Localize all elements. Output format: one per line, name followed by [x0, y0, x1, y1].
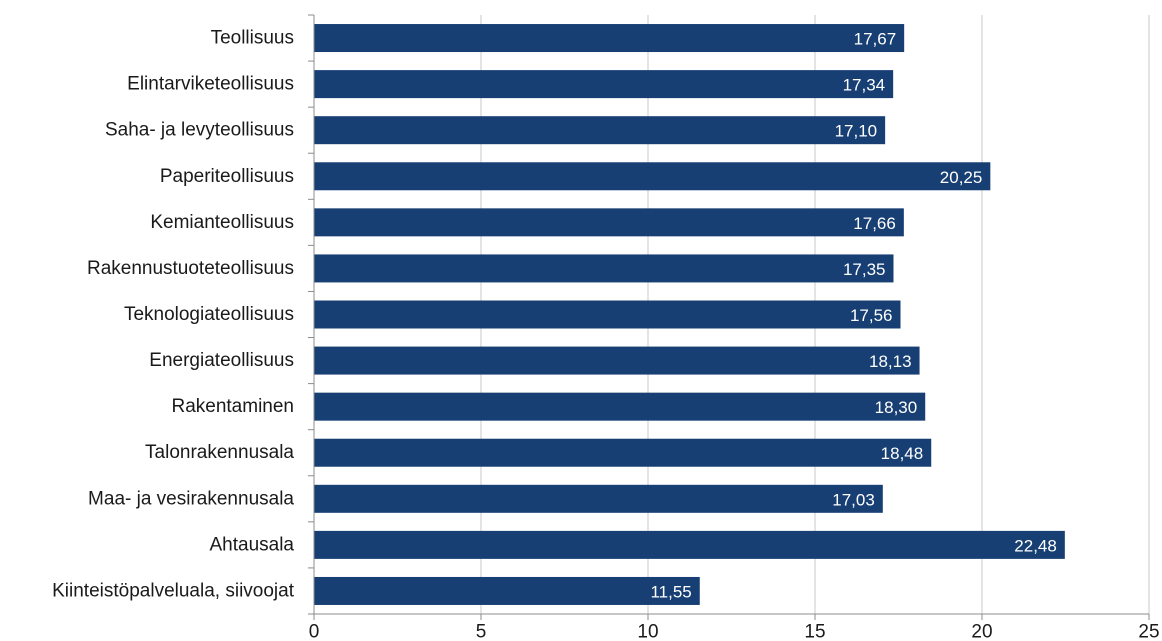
x-tick-labels: 0 5 10 15 20 25 — [309, 622, 1160, 641]
bar — [314, 116, 886, 145]
data-label: 17,34 — [843, 76, 886, 95]
x-tick-label: 0 — [309, 622, 320, 641]
data-label: 18,30 — [875, 398, 918, 417]
category-label: Rakentaminen — [171, 396, 294, 417]
bar — [314, 484, 883, 513]
data-label: 17,35 — [843, 260, 886, 279]
data-label: 17,56 — [850, 306, 893, 325]
data-label: 18,48 — [881, 444, 924, 463]
category-label: Kemianteollisuus — [150, 212, 294, 233]
bar — [314, 576, 700, 605]
x-tick-label: 25 — [1138, 622, 1159, 641]
data-label: 20,25 — [940, 168, 983, 187]
category-label: Teollisuus — [211, 28, 294, 49]
bar — [314, 162, 991, 191]
data-label: 17,10 — [835, 122, 878, 141]
category-label: Energiateollisuus — [149, 350, 294, 371]
category-label: Paperiteollisuus — [160, 166, 294, 187]
bar — [314, 24, 905, 53]
data-labels: 17,67 17,34 17,10 20,25 17,66 17,35 17,56 18,13… — [650, 30, 1056, 602]
data-label: 17,66 — [853, 214, 896, 233]
category-label: Kiinteistöpalveluala, siivoojat — [52, 580, 295, 601]
x-tick-label: 20 — [971, 622, 992, 641]
category-label: Maa- ja vesirakennusala — [88, 488, 294, 509]
category-labels: Teollisuus Elintarviketeollisuus Saha- ja … — [52, 28, 295, 602]
data-label: 17,03 — [832, 490, 875, 509]
bar — [314, 392, 926, 421]
data-label: 17,67 — [854, 30, 897, 49]
category-label: Rakennustuoteteollisuus — [87, 258, 294, 279]
category-label: Elintarviketeollisuus — [127, 74, 294, 95]
bar — [314, 70, 894, 99]
bar — [314, 254, 894, 283]
data-label: 22,48 — [1014, 536, 1057, 555]
category-label: Saha- ja levyteollisuus — [105, 120, 294, 141]
category-label: Ahtausala — [209, 534, 294, 555]
bars — [314, 24, 1065, 605]
bar — [314, 300, 901, 329]
axes — [308, 14, 1150, 620]
category-label: Talonrakennusala — [145, 442, 294, 463]
bar — [314, 346, 920, 375]
bar — [314, 208, 904, 237]
bar — [314, 530, 1065, 559]
bar — [314, 438, 932, 467]
x-tick-label: 15 — [804, 622, 825, 641]
x-tick-label: 10 — [637, 622, 658, 641]
data-label: 11,55 — [650, 582, 691, 601]
category-label: Teknologiateollisuus — [124, 304, 294, 325]
data-label: 18,13 — [869, 352, 912, 371]
x-tick-label: 5 — [476, 622, 487, 641]
